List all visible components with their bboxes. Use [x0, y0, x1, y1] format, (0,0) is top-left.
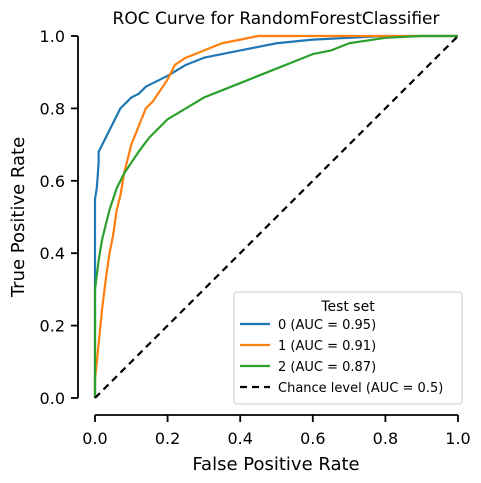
- axes: 0.0 0.2 0.4 0.6 0.8 1.0 0.0 0.2 0.4 0.6 0.8 1.0: [40, 27, 471, 448]
- y-tick-label: 0.2: [40, 317, 65, 336]
- y-tick-label: 0.6: [40, 172, 65, 191]
- x-tick-label: 0.0: [82, 429, 107, 448]
- roc-series-2: [93, 34, 458, 398]
- legend-title: Test set: [320, 299, 375, 315]
- y-tick-label: 0.0: [40, 389, 65, 408]
- legend: Test set 0 (AUC = 0.95) 1 (AUC = 0.91) 2 (A…: [233, 291, 463, 405]
- y-tick-label: 0.8: [40, 99, 65, 118]
- chance-level-line: [94, 35, 459, 399]
- x-tick-label: 1.0: [445, 429, 470, 448]
- legend-entry-label: 0 (AUC = 0.95): [278, 318, 376, 333]
- legend-box: [233, 291, 463, 405]
- legend-entry-label: Chance level (AUC = 0.5): [278, 381, 443, 396]
- plot-lines: [93, 34, 459, 399]
- legend-entry-label: 2 (AUC = 0.87): [278, 360, 376, 375]
- roc-series-1: [93, 34, 458, 398]
- y-tick-label: 1.0: [40, 27, 65, 46]
- x-axis-label: False Positive Rate: [192, 454, 359, 475]
- x-tick-label: 0.4: [227, 429, 252, 448]
- chart-title: ROC Curve for RandomForestClassifier: [113, 9, 440, 29]
- legend-entry-label: 1 (AUC = 0.91): [278, 339, 376, 354]
- y-axis-label: True Positive Rate: [8, 137, 29, 298]
- x-tick-label: 0.6: [300, 429, 325, 448]
- x-tick-label: 0.8: [373, 429, 398, 448]
- x-tick-label: 0.2: [155, 429, 180, 448]
- y-tick-label: 0.4: [40, 244, 65, 263]
- roc-series-0: [93, 34, 458, 398]
